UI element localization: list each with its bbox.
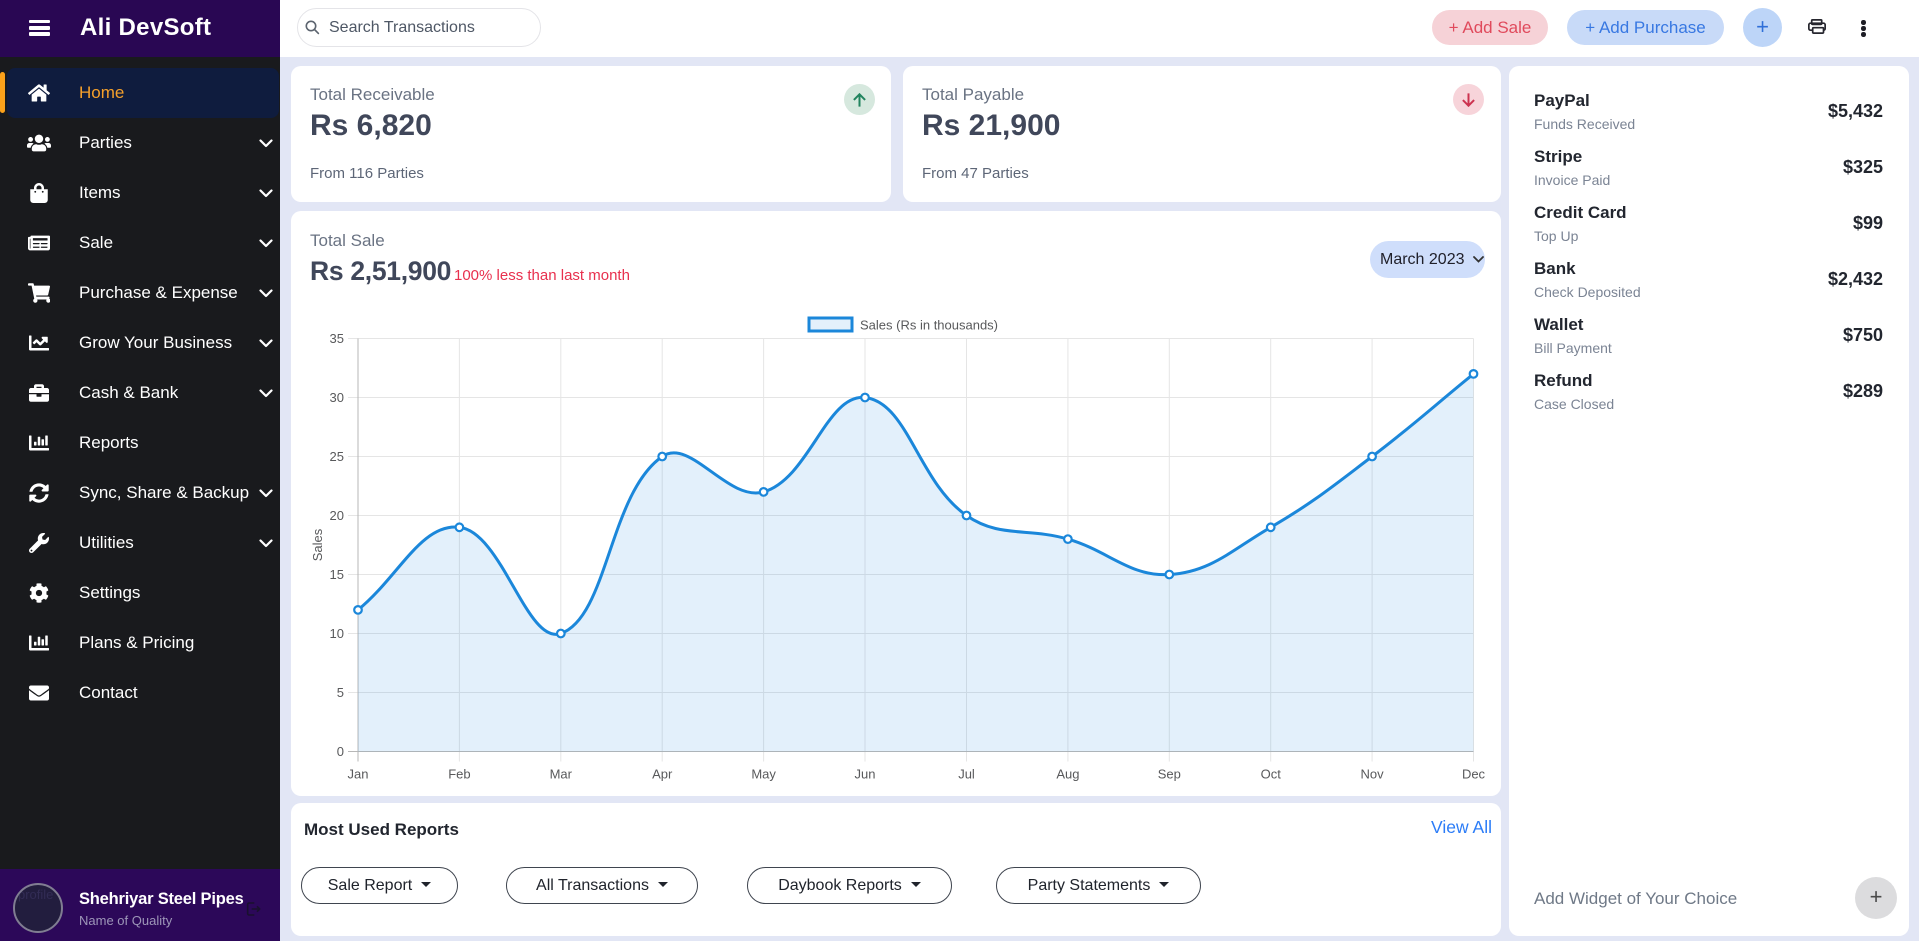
svg-text:Jun: Jun — [855, 767, 876, 782]
svg-text:Jul: Jul — [958, 767, 975, 782]
svg-text:30: 30 — [330, 390, 344, 405]
svg-text:Aug: Aug — [1056, 767, 1079, 782]
svg-text:25: 25 — [330, 449, 344, 464]
svg-text:Sales (Rs in thousands): Sales (Rs in thousands) — [860, 318, 998, 333]
svg-text:Dec: Dec — [1462, 767, 1486, 782]
svg-text:20: 20 — [330, 508, 344, 523]
svg-text:Nov: Nov — [1361, 767, 1385, 782]
svg-text:Jan: Jan — [348, 767, 369, 782]
svg-text:May: May — [751, 767, 776, 782]
svg-text:Feb: Feb — [448, 767, 470, 782]
svg-text:5: 5 — [337, 685, 344, 700]
svg-text:Sep: Sep — [1158, 767, 1181, 782]
svg-text:15: 15 — [330, 567, 344, 582]
svg-text:Oct: Oct — [1261, 767, 1282, 782]
svg-text:0: 0 — [337, 744, 344, 759]
svg-text:Mar: Mar — [550, 767, 573, 782]
svg-text:Sales: Sales — [310, 528, 325, 561]
svg-text:Apr: Apr — [652, 767, 673, 782]
svg-text:35: 35 — [330, 331, 344, 346]
svg-text:10: 10 — [330, 626, 344, 641]
